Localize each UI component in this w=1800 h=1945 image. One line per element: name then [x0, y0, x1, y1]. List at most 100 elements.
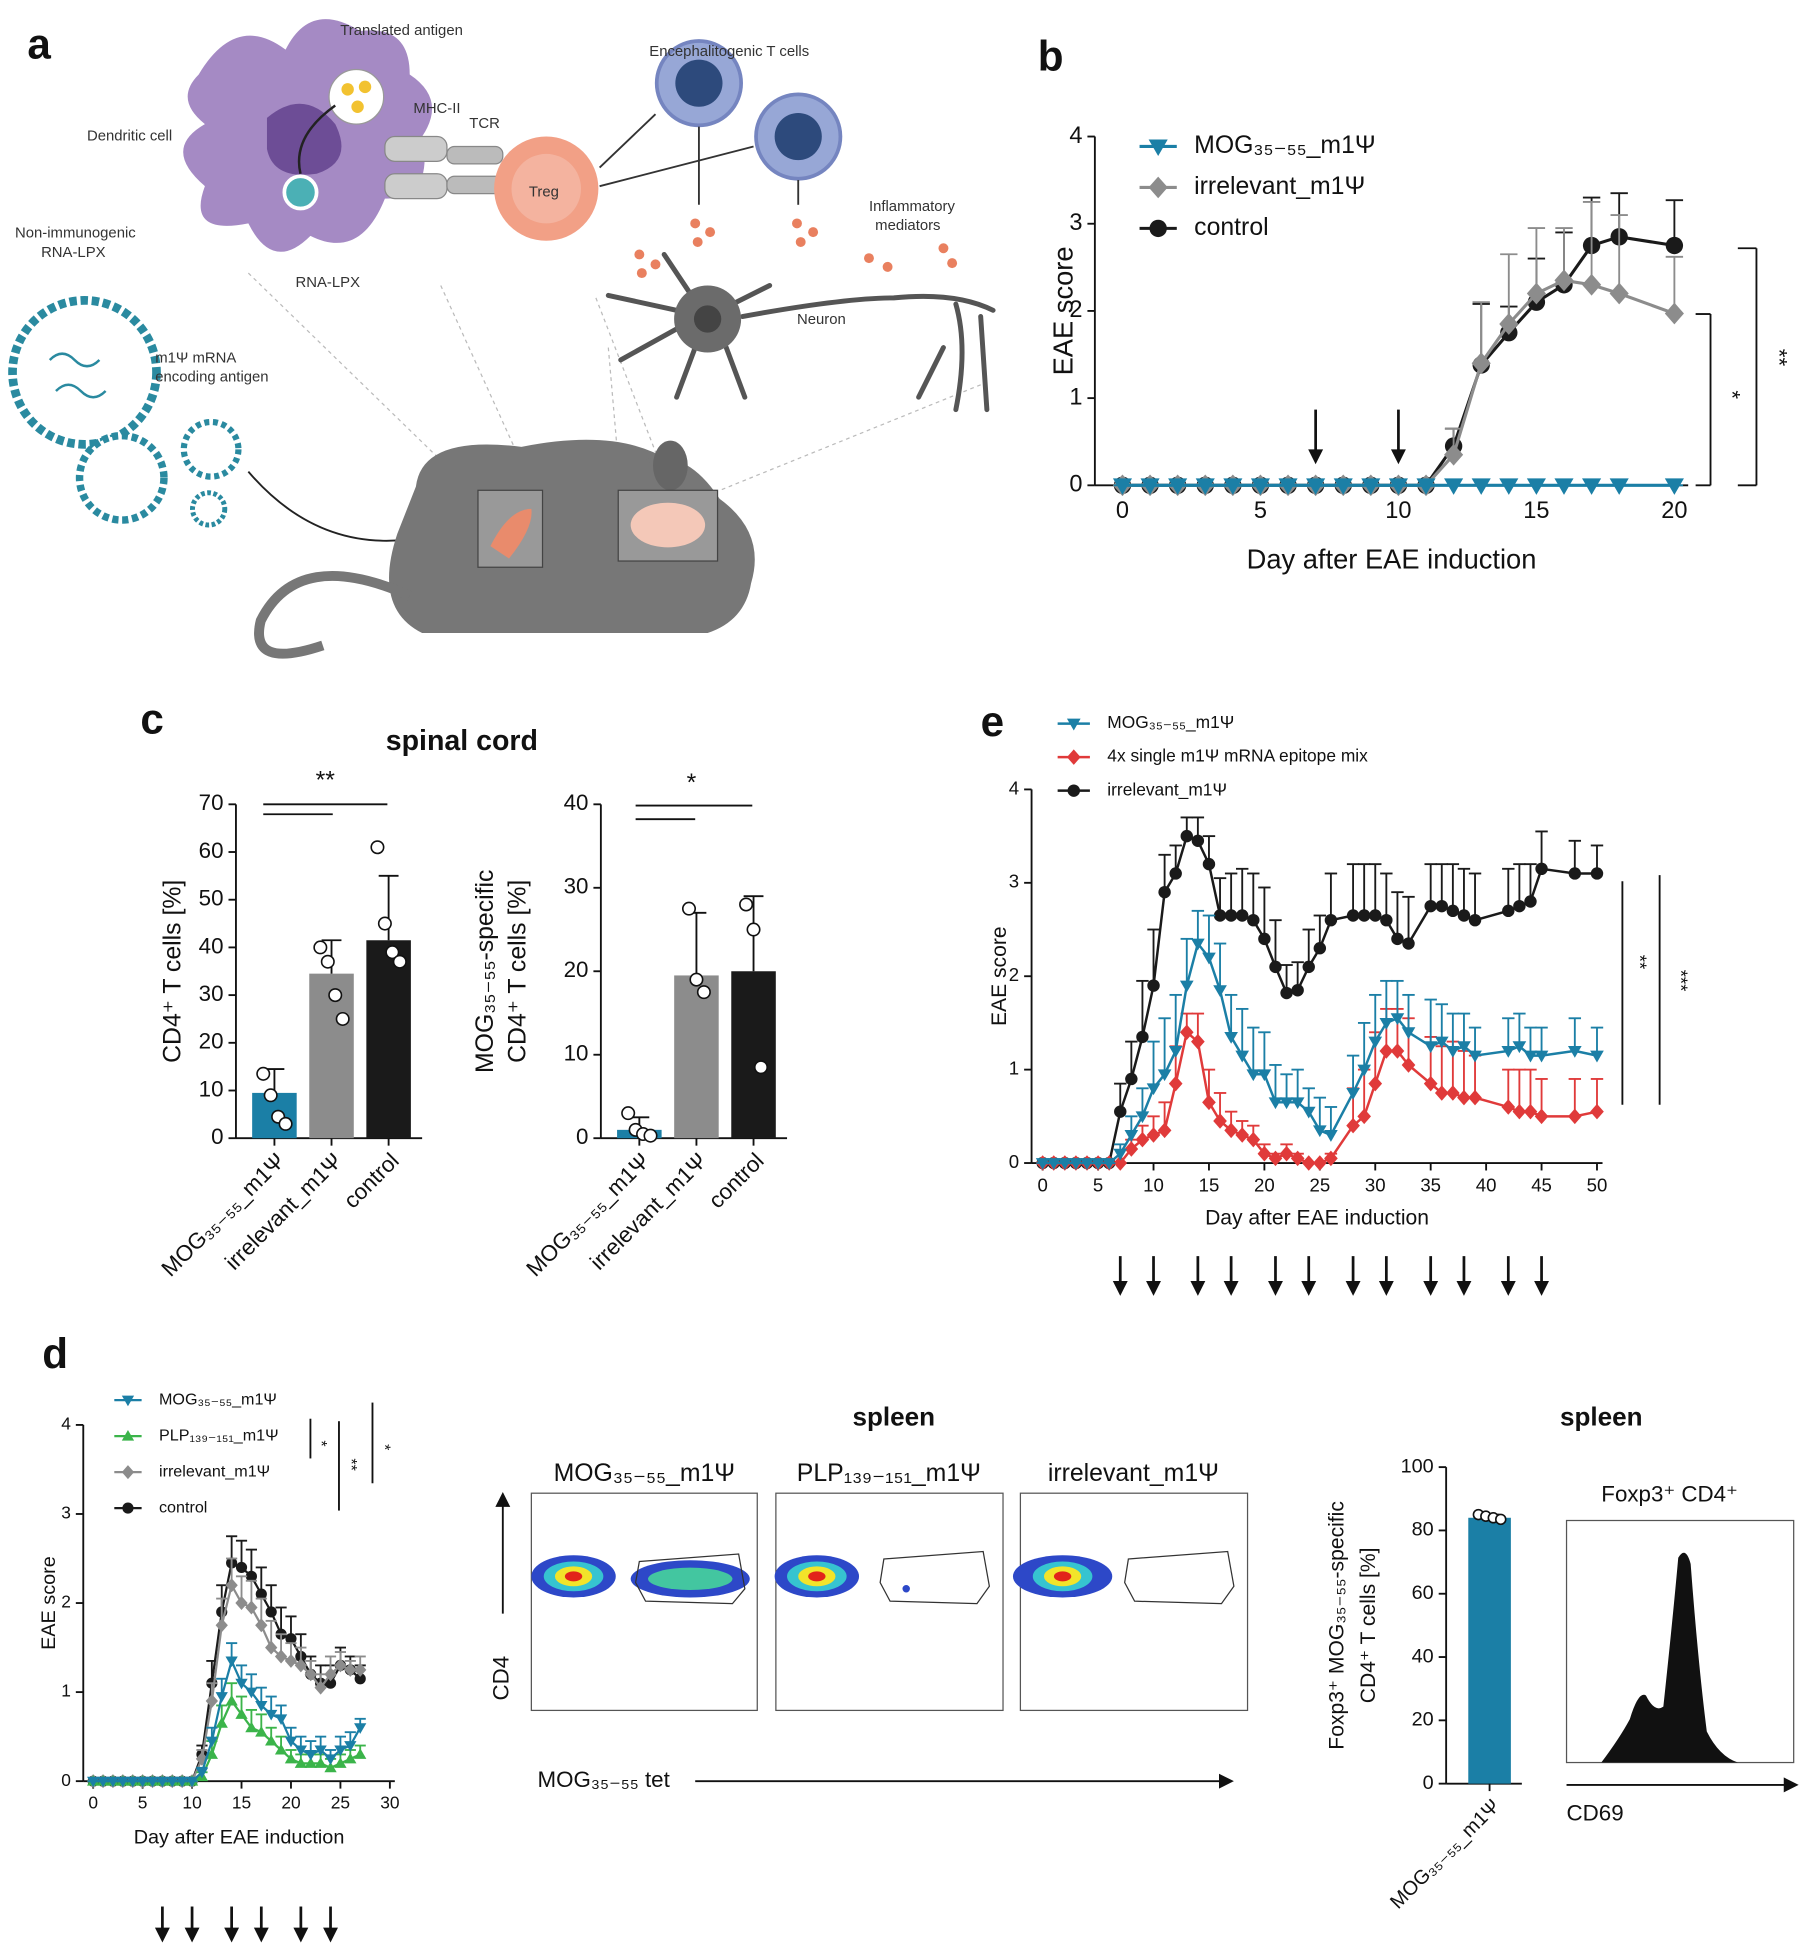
y-axis-label: EAE score: [38, 1556, 60, 1650]
diagram-label: Non-immunogenic: [15, 225, 136, 241]
data-point: [1424, 899, 1437, 913]
data-point: [1388, 478, 1408, 495]
data-point: [1180, 829, 1193, 843]
data-point: [1582, 273, 1602, 296]
x-tick-label: MOG₃₅₋₅₅_m1Ψ: [1386, 1795, 1504, 1913]
data-point: [1046, 1158, 1061, 1170]
data-point: [753, 1060, 768, 1075]
data-point: [1380, 913, 1393, 927]
panel-label: e: [981, 698, 1004, 745]
y-tick-label: 3: [1069, 209, 1082, 235]
arrow-head: [1534, 1280, 1550, 1296]
data-point: [255, 1588, 267, 1600]
data-point: [1179, 1024, 1194, 1041]
data-point: [1590, 1050, 1604, 1063]
data-point: [1236, 909, 1249, 922]
data-point: [1291, 984, 1304, 997]
data-point: [689, 972, 704, 987]
data-point: [1501, 1045, 1516, 1058]
data-point: [205, 1748, 218, 1759]
data-point: [746, 922, 761, 937]
x-tick-label: 50: [1587, 1175, 1608, 1196]
data-point: [1357, 909, 1371, 922]
data-point: [1512, 1041, 1527, 1054]
data-point: [195, 1767, 209, 1779]
data-point: [1512, 1103, 1527, 1120]
data-point: [354, 1748, 367, 1759]
data-point: [1202, 857, 1216, 871]
significance-label: *: [312, 1440, 330, 1447]
data-point: [1664, 302, 1684, 325]
data-point: [1361, 478, 1381, 495]
y-tick-label: 20: [564, 957, 589, 982]
arrow-head: [1378, 1280, 1394, 1296]
data-point: [1224, 909, 1238, 922]
x-tick-label: 15: [1523, 497, 1549, 523]
diagram-label: Inflammatory: [869, 199, 956, 215]
legend-marker: [121, 1429, 135, 1441]
histogram-x-label: CD69: [1567, 1801, 1624, 1826]
data-point: [215, 1692, 228, 1703]
data-point: [1568, 867, 1582, 880]
significance-label: **: [316, 768, 336, 795]
y-tick-label: 4: [1069, 122, 1082, 148]
y-tick-label: 30: [199, 981, 224, 1006]
diagram-label: Dendritic cell: [87, 128, 172, 144]
data-point: [1169, 867, 1182, 880]
y-tick-label: 2: [61, 1592, 71, 1612]
data-point: [1534, 1050, 1549, 1063]
data-point: [354, 1723, 367, 1734]
bar: [731, 971, 776, 1139]
panel-label: a: [27, 20, 51, 67]
diagram-label: encoding antigen: [155, 369, 268, 385]
data-point: [1494, 1513, 1507, 1526]
y-tick-label: 4: [61, 1414, 71, 1434]
data-point: [1136, 1030, 1149, 1044]
legend-label: irrelevant_m1Ψ: [1107, 779, 1227, 799]
y-tick-label: 0: [576, 1124, 588, 1149]
x-tick-label: control: [704, 1148, 769, 1213]
data-point: [1279, 1097, 1294, 1110]
data-point: [304, 1757, 317, 1768]
data-point: [96, 1776, 110, 1788]
legend-label: irrelevant_m1Ψ: [159, 1462, 270, 1480]
data-point: [1468, 1050, 1482, 1063]
data-point: [313, 940, 328, 955]
diagram-label: m1Ψ mRNA: [155, 351, 236, 367]
arrow-head: [1223, 1280, 1239, 1296]
data-point: [1457, 1041, 1471, 1054]
y-tick-label: 70: [199, 790, 224, 815]
data-point: [1146, 1083, 1161, 1096]
y-tick-label: 40: [199, 933, 224, 958]
x-tick-label: 10: [1143, 1175, 1164, 1196]
y-tick-label: 60: [1412, 1582, 1434, 1604]
data-point: [1290, 1097, 1305, 1110]
data-point: [1567, 1108, 1582, 1125]
data-point: [335, 1011, 350, 1026]
data-point: [1268, 1150, 1283, 1167]
data-point: [1513, 899, 1526, 913]
data-point: [1444, 478, 1464, 495]
y-tick-label: 10: [564, 1041, 589, 1066]
data-point: [1278, 478, 1298, 495]
series-line: [93, 1657, 362, 1783]
data-point: [1357, 1108, 1371, 1125]
x-tick-label: 0: [1116, 497, 1129, 523]
data-point: [1402, 937, 1415, 950]
x-tick-label: 25: [1309, 1175, 1330, 1196]
data-point: [1444, 443, 1464, 466]
y-tick-label: 3: [61, 1503, 71, 1523]
data-point: [1664, 478, 1684, 495]
arrow-head: [1112, 1280, 1128, 1296]
data-point: [1035, 1158, 1050, 1170]
data-point: [1080, 1158, 1094, 1170]
data-point: [1502, 904, 1515, 918]
data-point: [235, 1678, 248, 1690]
y-tick-label: 1: [1069, 383, 1082, 409]
data-point: [1158, 885, 1171, 899]
data-point: [1179, 980, 1194, 993]
data-point: [1368, 1075, 1383, 1092]
data-point: [1146, 1127, 1161, 1143]
data-point: [1471, 352, 1491, 375]
data-point: [370, 840, 385, 855]
